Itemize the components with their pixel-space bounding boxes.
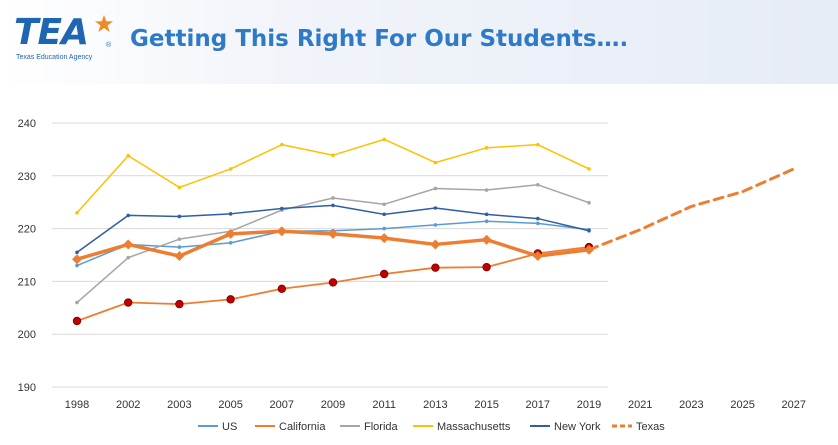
data-point-texas bbox=[481, 234, 492, 245]
x-tick-label: 2023 bbox=[679, 399, 703, 411]
data-point-california bbox=[72, 316, 82, 326]
data-point-california bbox=[226, 295, 235, 304]
data-point-california bbox=[175, 299, 184, 309]
legend-label-florida: Florida bbox=[364, 421, 399, 433]
data-point-california bbox=[277, 284, 286, 293]
y-tick-label: 200 bbox=[18, 329, 36, 341]
x-tick-label: 2007 bbox=[270, 399, 294, 411]
data-point-texas bbox=[174, 251, 185, 262]
data-point-texas bbox=[379, 233, 390, 244]
data-point-us bbox=[228, 241, 233, 245]
x-tick-label: 2011 bbox=[372, 399, 396, 411]
data-point-massachusetts bbox=[75, 210, 79, 215]
data-point-california bbox=[380, 269, 389, 279]
x-tick-label: 1998 bbox=[65, 399, 89, 411]
page-title: Getting This Right For Our Students…. bbox=[130, 26, 629, 52]
y-tick-label: 190 bbox=[18, 382, 36, 394]
data-point-texas bbox=[123, 239, 134, 250]
x-tick-label: 2009 bbox=[321, 399, 345, 411]
data-point-florida bbox=[433, 186, 438, 191]
data-point-us bbox=[484, 219, 489, 224]
x-tick-label: 2002 bbox=[116, 399, 140, 411]
data-point-new-york bbox=[382, 212, 387, 217]
y-tick-label: 230 bbox=[18, 171, 36, 183]
data-point-texas bbox=[72, 254, 82, 265]
data-point-massachusetts bbox=[177, 185, 182, 190]
data-point-us bbox=[177, 245, 182, 249]
data-point-florida bbox=[484, 188, 489, 192]
data-point-california bbox=[328, 278, 338, 287]
data-point-new-york bbox=[75, 250, 79, 255]
data-point-texas bbox=[276, 226, 287, 237]
data-point-texas bbox=[430, 239, 441, 250]
x-tick-label: 2019 bbox=[577, 399, 601, 411]
data-point-us bbox=[382, 226, 387, 231]
logo-registered-mark: ® bbox=[106, 42, 112, 49]
x-tick-label: 2005 bbox=[218, 399, 242, 411]
data-point-massachusetts bbox=[280, 142, 284, 147]
data-point-florida bbox=[126, 255, 130, 260]
legend-label-california: California bbox=[279, 421, 326, 433]
data-point-florida bbox=[587, 200, 591, 205]
data-point-california bbox=[123, 298, 133, 307]
data-point-massachusetts bbox=[536, 142, 540, 147]
data-point-massachusetts bbox=[587, 167, 591, 171]
y-tick-label: 240 bbox=[18, 118, 36, 130]
logo-text: TEA bbox=[14, 12, 89, 53]
data-point-texas bbox=[532, 251, 543, 262]
data-point-massachusetts bbox=[126, 153, 130, 158]
y-tick-label: 220 bbox=[18, 224, 36, 236]
data-point-massachusetts bbox=[382, 137, 387, 142]
data-point-new-york bbox=[228, 212, 233, 216]
data-point-new-york bbox=[484, 212, 489, 217]
data-point-massachusetts bbox=[484, 146, 489, 150]
y-tick-label: 210 bbox=[18, 276, 36, 288]
legend-label-us: US bbox=[222, 421, 237, 433]
data-point-new-york bbox=[177, 214, 182, 219]
data-point-massachusetts bbox=[331, 153, 335, 158]
series-line-texas-projection bbox=[587, 167, 796, 252]
x-tick-label: 2003 bbox=[167, 399, 191, 411]
data-point-california bbox=[431, 263, 440, 272]
data-point-new-york bbox=[587, 228, 591, 233]
data-point-florida bbox=[177, 237, 182, 241]
logo-subtitle: Texas Education Agency bbox=[16, 54, 93, 61]
data-point-massachusetts bbox=[433, 160, 438, 165]
data-point-florida bbox=[536, 182, 540, 187]
legend-label-new-york: New York bbox=[554, 421, 601, 433]
data-point-florida bbox=[331, 196, 335, 200]
x-tick-label: 2025 bbox=[730, 399, 754, 411]
slide-header: TEA ® Texas Education Agency Getting Thi… bbox=[0, 0, 838, 84]
data-point-texas bbox=[225, 228, 236, 239]
apple-star-icon bbox=[95, 15, 113, 32]
x-tick-label: 2021 bbox=[628, 399, 652, 411]
series-line-us bbox=[76, 220, 590, 267]
data-point-us bbox=[536, 221, 540, 226]
tea-logo: TEA ® Texas Education Agency bbox=[14, 14, 114, 64]
data-point-new-york bbox=[331, 203, 335, 208]
data-point-us bbox=[433, 223, 438, 227]
data-point-new-york bbox=[433, 206, 438, 210]
data-point-new-york bbox=[126, 213, 130, 218]
x-tick-label: 2017 bbox=[526, 399, 550, 411]
data-point-new-york bbox=[280, 206, 284, 211]
x-tick-label: 2013 bbox=[423, 399, 447, 411]
data-point-florida bbox=[75, 300, 79, 305]
data-point-california bbox=[482, 262, 491, 272]
data-point-new-york bbox=[536, 216, 540, 221]
data-point-texas bbox=[328, 228, 338, 239]
data-point-us bbox=[75, 263, 79, 268]
legend-label-texas: Texas bbox=[636, 421, 665, 433]
legend-label-massachusetts: Massachusetts bbox=[437, 421, 511, 433]
x-tick-label: 2027 bbox=[782, 399, 806, 411]
x-tick-label: 2015 bbox=[474, 399, 498, 411]
data-point-massachusetts bbox=[228, 167, 233, 171]
data-point-florida bbox=[382, 202, 387, 207]
